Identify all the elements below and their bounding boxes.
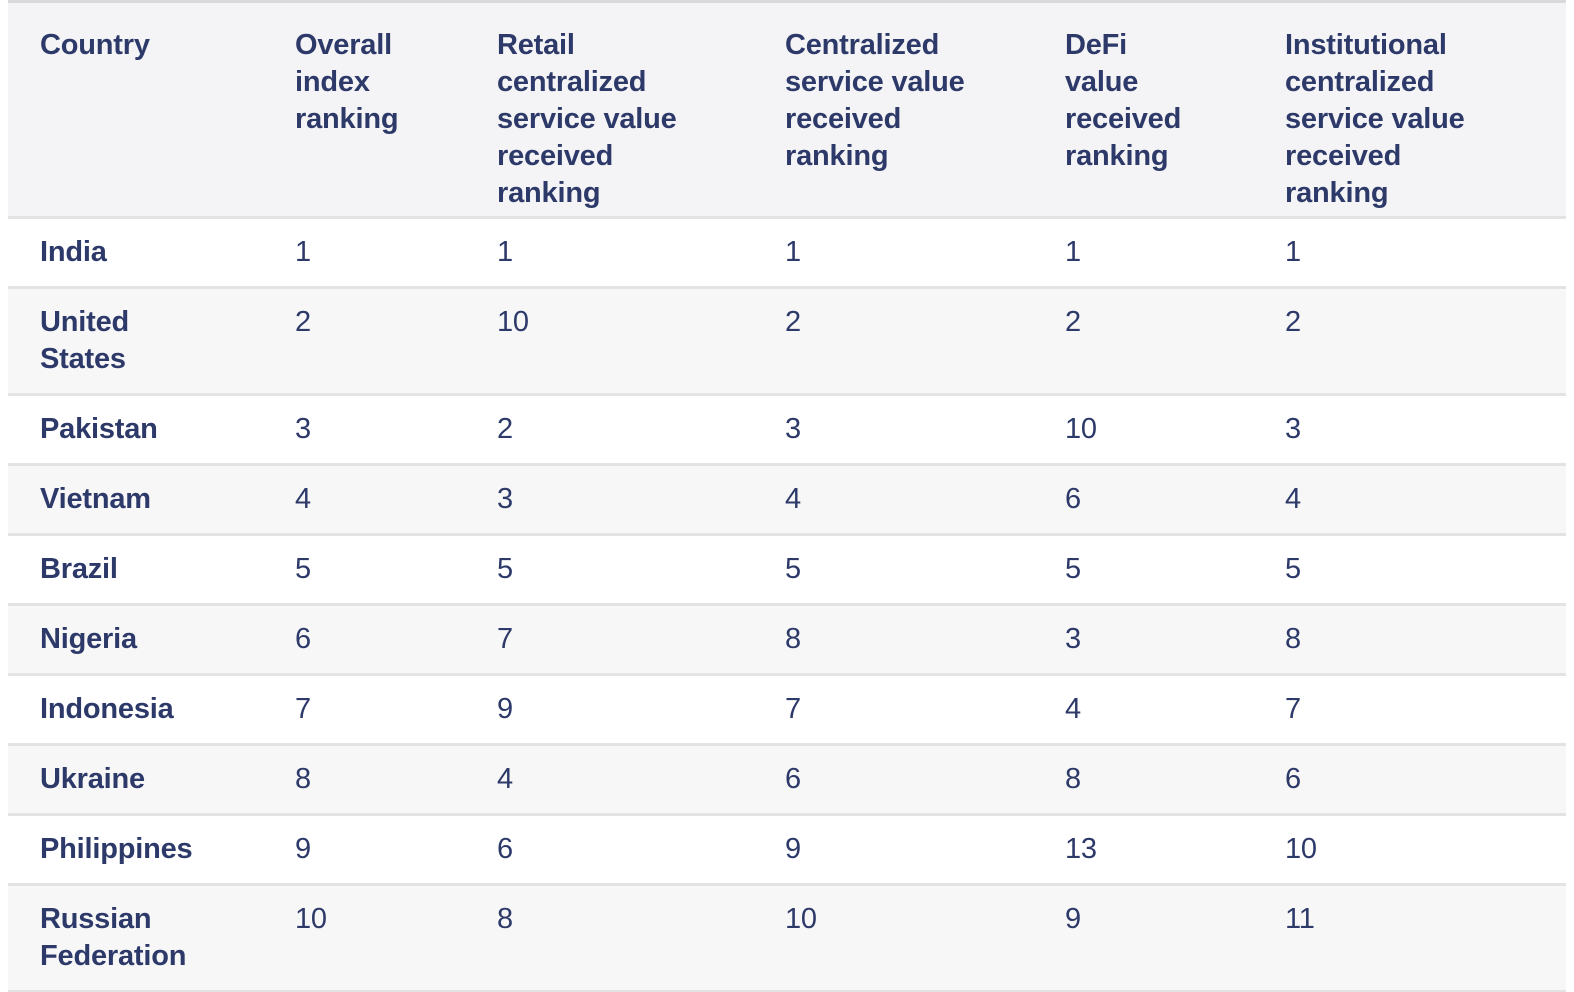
rank-cell: 9 xyxy=(497,693,513,725)
rank-cell: 4 xyxy=(497,763,513,795)
table-row-brazil: Brazil 5 5 5 5 5 xyxy=(8,534,1566,605)
rank-cell: 4 xyxy=(1065,693,1081,725)
country-cell: United States xyxy=(40,306,130,375)
rank-cell: 2 xyxy=(1285,306,1301,338)
table-row-russian-federation: Russian Federation 10 8 10 9 11 xyxy=(8,884,1566,992)
table-row-philippines: Philippines 9 6 9 13 10 xyxy=(8,814,1566,885)
country-cell: Pakistan xyxy=(40,413,158,445)
rank-cell: 5 xyxy=(1285,553,1301,585)
country-cell: Ukraine xyxy=(40,763,145,795)
table-row-pakistan: Pakistan 3 2 3 10 3 xyxy=(8,394,1566,465)
rank-cell: 13 xyxy=(1065,833,1097,865)
country-cell: Philippines xyxy=(40,833,193,865)
rank-cell: 7 xyxy=(497,623,513,655)
country-cell: Brazil xyxy=(40,553,118,585)
rank-cell: 10 xyxy=(497,306,529,338)
rank-cell: 5 xyxy=(497,553,513,585)
country-cell: Indonesia xyxy=(40,693,174,725)
rank-cell: 7 xyxy=(295,693,311,725)
rank-cell: 10 xyxy=(1065,413,1097,445)
rank-cell: 8 xyxy=(1285,623,1301,655)
country-cell: Vietnam xyxy=(40,483,151,515)
header-cell-centralized-service-value-received-ranking: Centralized service value received ranki… xyxy=(753,1,1033,218)
rank-cell: 2 xyxy=(497,413,513,445)
rank-cell: 3 xyxy=(785,413,801,445)
rank-cell: 8 xyxy=(295,763,311,795)
rank-cell: 4 xyxy=(1285,483,1301,515)
rank-cell: 3 xyxy=(1065,623,1081,655)
rank-cell: 3 xyxy=(295,413,311,445)
header-cell-retail-centralized-service-value-received-ranking: Retail centralized service value receive… xyxy=(465,1,753,218)
rank-cell: 8 xyxy=(1065,763,1081,795)
rank-cell: 6 xyxy=(785,763,801,795)
crypto-adoption-ranking-table-container: Country Overall index ranking Retail cen… xyxy=(8,0,1566,992)
header-cell-overall-index-ranking: Overall index ranking xyxy=(263,1,465,218)
rank-cell: 1 xyxy=(1065,236,1081,268)
country-cell: India xyxy=(40,236,107,268)
header-cell-country: Country xyxy=(8,1,263,218)
country-cell: Nigeria xyxy=(40,623,137,655)
rank-cell: 9 xyxy=(295,833,311,865)
rank-cell: 6 xyxy=(295,623,311,655)
rank-cell: 2 xyxy=(785,306,801,338)
country-cell: Russian Federation xyxy=(40,903,187,972)
header-cell-institutional-centralized-service-value-received-ranking: Institutional centralized service value … xyxy=(1253,1,1566,218)
table-row-indonesia: Indonesia 7 9 7 4 7 xyxy=(8,674,1566,745)
rank-cell: 1 xyxy=(295,236,311,268)
rank-cell: 9 xyxy=(1065,903,1081,935)
rank-cell: 2 xyxy=(1065,306,1081,338)
rank-cell: 11 xyxy=(1285,903,1315,935)
rank-cell: 8 xyxy=(785,623,801,655)
rank-cell: 1 xyxy=(1285,236,1301,268)
rank-cell: 3 xyxy=(497,483,513,515)
rank-cell: 8 xyxy=(497,903,513,935)
header-row: Country Overall index ranking Retail cen… xyxy=(8,1,1566,218)
rank-cell: 6 xyxy=(497,833,513,865)
header-cell-defi-value-received-ranking: DeFi value received ranking xyxy=(1033,1,1253,218)
rank-cell: 1 xyxy=(497,236,513,268)
rank-cell: 7 xyxy=(1285,693,1301,725)
rank-cell: 3 xyxy=(1285,413,1301,445)
rank-cell: 5 xyxy=(785,553,801,585)
rank-cell: 5 xyxy=(295,553,311,585)
table-row-ukraine: Ukraine 8 4 6 8 6 xyxy=(8,744,1566,815)
table-row-nigeria: Nigeria 6 7 8 3 8 xyxy=(8,604,1566,675)
rank-cell: 6 xyxy=(1065,483,1081,515)
table-row-vietnam: Vietnam 4 3 4 6 4 xyxy=(8,464,1566,535)
table-header: Country Overall index ranking Retail cen… xyxy=(8,1,1566,218)
rank-cell: 2 xyxy=(295,306,311,338)
rank-cell: 5 xyxy=(1065,553,1081,585)
crypto-adoption-ranking-table: Country Overall index ranking Retail cen… xyxy=(8,0,1566,992)
table-row-india: India 1 1 1 1 1 xyxy=(8,217,1566,288)
rank-cell: 4 xyxy=(785,483,801,515)
rank-cell: 4 xyxy=(295,483,311,515)
table-row-united-states: United States 2 10 2 2 2 xyxy=(8,287,1566,395)
rank-cell: 9 xyxy=(785,833,801,865)
rank-cell: 1 xyxy=(785,236,801,268)
rank-cell: 10 xyxy=(295,903,327,935)
rank-cell: 10 xyxy=(785,903,817,935)
rank-cell: 6 xyxy=(1285,763,1301,795)
table-body: India 1 1 1 1 1 United States 2 10 2 2 2… xyxy=(8,217,1566,992)
rank-cell: 10 xyxy=(1285,833,1317,865)
rank-cell: 7 xyxy=(785,693,801,725)
